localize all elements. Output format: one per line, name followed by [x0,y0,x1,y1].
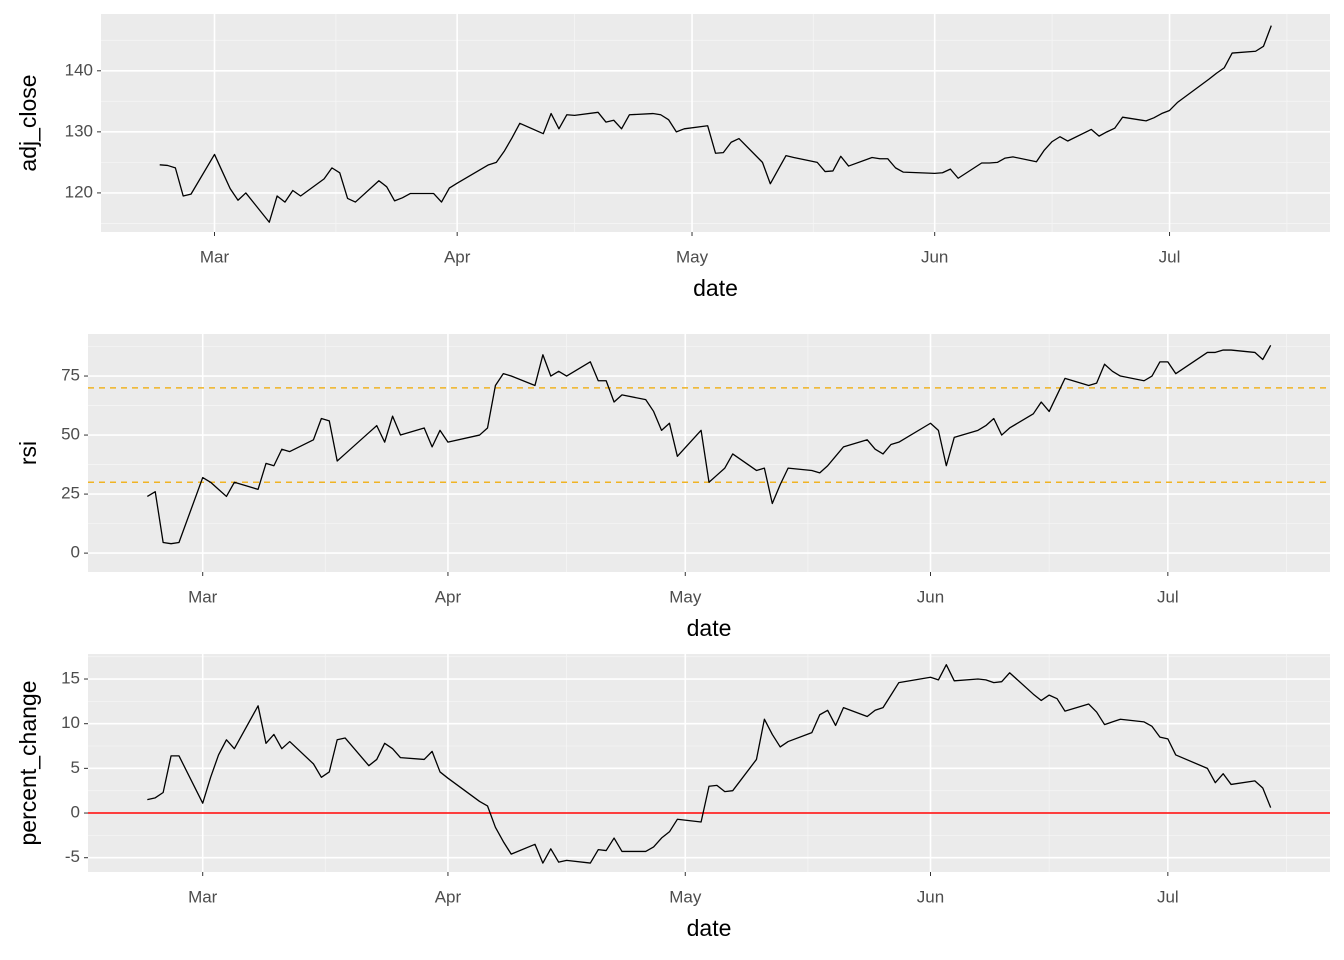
x-tick-label: Jul [1159,247,1181,266]
x-tick-label: Apr [435,887,462,906]
plot-background [88,654,1330,872]
x-tick-label: Jun [921,247,948,266]
x-tick-label: May [669,887,702,906]
x-tick-label: Jun [917,887,944,906]
x-tick-label: May [669,587,702,606]
y-tick-label: 75 [61,366,80,385]
y-tick-label: -5 [65,847,80,866]
plot-background [101,14,1330,232]
x-tick-label: Mar [188,887,218,906]
y-tick-label: 25 [61,484,80,503]
x-tick-label: Jul [1157,587,1179,606]
x-tick-label: Jul [1157,887,1179,906]
y-tick-label: 130 [65,121,93,140]
x-tick-label: Apr [444,247,471,266]
y-tick-label: 0 [71,803,80,822]
y-tick-label: 10 [61,713,80,732]
data-line [159,25,1272,223]
y-tick-label: 50 [61,425,80,444]
x-tick-label: Mar [188,587,218,606]
x-tick-label: May [676,247,709,266]
x-tick-label: Apr [435,587,462,606]
x-axis-title: date [687,915,732,941]
plot-background [88,334,1330,572]
y-tick-label: 120 [65,182,93,201]
y-tick-label: 0 [71,543,80,562]
data-line [147,664,1272,864]
y-axis-title: percent_change [15,681,41,846]
x-axis-title: date [693,275,738,301]
y-axis-title: adj_close [15,74,41,171]
x-tick-label: Jun [917,587,944,606]
y-axis-title: rsi [15,441,41,465]
y-tick-label: 5 [71,758,80,777]
y-tick-label: 140 [65,60,93,79]
data-line [146,345,1272,545]
y-tick-label: 15 [61,669,80,688]
x-axis-title: date [687,615,732,641]
x-tick-label: Mar [200,247,230,266]
